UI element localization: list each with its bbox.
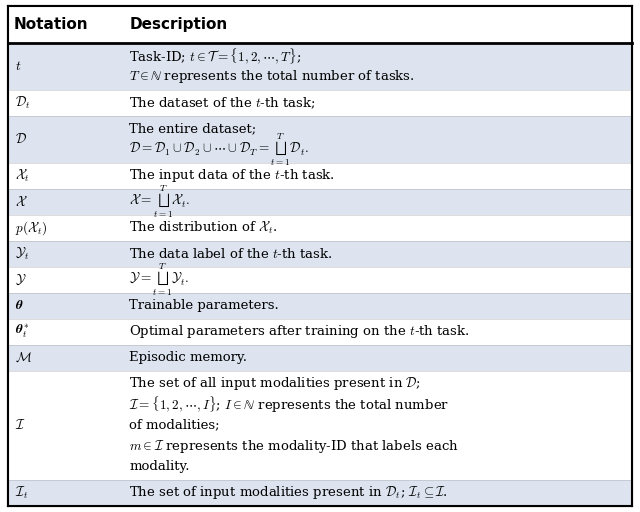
Text: $\mathcal{I}_t$: $\mathcal{I}_t$ xyxy=(15,485,29,501)
Bar xyxy=(8,371,632,480)
Text: $\mathcal{Y}$: $\mathcal{Y}$ xyxy=(15,272,27,287)
Text: $m \in \mathcal{I}$ represents the modality-ID that labels each: $m \in \mathcal{I}$ represents the modal… xyxy=(129,438,459,455)
Bar xyxy=(8,90,632,116)
Bar xyxy=(8,480,632,506)
Text: $\mathcal{X} = \bigsqcup_{t=1}^{T} \mathcal{X}_t.$: $\mathcal{X} = \bigsqcup_{t=1}^{T} \math… xyxy=(129,183,191,220)
Bar xyxy=(8,241,632,267)
Text: $T \in \mathbb{N}$ represents the total number of tasks.: $T \in \mathbb{N}$ represents the total … xyxy=(129,68,415,86)
Bar xyxy=(8,116,632,163)
Text: The data label of the $t$-th task.: The data label of the $t$-th task. xyxy=(129,247,333,261)
Text: The set of input modalities present in $\mathcal{D}_t$; $\mathcal{I}_t \subseteq: The set of input modalities present in $… xyxy=(129,484,448,501)
Text: Optimal parameters after training on the $t$-th task.: Optimal parameters after training on the… xyxy=(129,323,470,340)
Bar xyxy=(8,188,632,215)
Text: $p(\mathcal{X}_t)$: $p(\mathcal{X}_t)$ xyxy=(15,219,47,237)
Text: modality.: modality. xyxy=(129,460,190,474)
Bar xyxy=(8,267,632,293)
Text: The input data of the $t$-th task.: The input data of the $t$-th task. xyxy=(129,167,335,184)
Text: $\mathcal{Y} = \bigsqcup_{t=1}^{T} \mathcal{Y}_t.$: $\mathcal{Y} = \bigsqcup_{t=1}^{T} \math… xyxy=(129,261,189,298)
Text: $\mathcal{I}$: $\mathcal{I}$ xyxy=(15,418,26,432)
Text: $\mathcal{X}_t$: $\mathcal{X}_t$ xyxy=(15,167,31,184)
Text: $\boldsymbol{\theta}_t^*$: $\boldsymbol{\theta}_t^*$ xyxy=(15,323,30,340)
Bar xyxy=(8,215,632,241)
Text: The entire dataset;: The entire dataset; xyxy=(129,122,257,135)
Text: $\mathcal{D}_t$: $\mathcal{D}_t$ xyxy=(15,95,31,111)
Text: $\mathcal{D} = \mathcal{D}_1 \cup \mathcal{D}_2 \cup \cdots \cup \mathcal{D}_T =: $\mathcal{D} = \mathcal{D}_1 \cup \mathc… xyxy=(129,132,309,168)
Text: $\mathcal{M}$: $\mathcal{M}$ xyxy=(15,351,32,365)
Bar xyxy=(8,318,632,345)
Text: The set of all input modalities present in $\mathcal{D}$;: The set of all input modalities present … xyxy=(129,375,421,392)
Text: Description: Description xyxy=(129,17,228,32)
Bar xyxy=(8,43,632,90)
Text: of modalities;: of modalities; xyxy=(129,419,220,432)
Text: The dataset of the $t$-th task;: The dataset of the $t$-th task; xyxy=(129,95,316,111)
Text: $\boldsymbol{\theta}$: $\boldsymbol{\theta}$ xyxy=(15,299,24,312)
Text: Notation: Notation xyxy=(14,17,89,32)
Text: $\mathcal{I} = \{1, 2, \cdots, I\}$; $I \in \mathbb{N}$ represents the total num: $\mathcal{I} = \{1, 2, \cdots, I\}$; $I … xyxy=(129,394,449,415)
Text: $\mathcal{X}$: $\mathcal{X}$ xyxy=(15,195,28,208)
Text: The distribution of $\mathcal{X}_t$.: The distribution of $\mathcal{X}_t$. xyxy=(129,220,278,236)
Bar xyxy=(8,293,632,318)
Text: Trainable parameters.: Trainable parameters. xyxy=(129,299,279,312)
Text: Task-ID; $t \in \mathcal{T} = \{1, 2, \cdots, T\}$;: Task-ID; $t \in \mathcal{T} = \{1, 2, \c… xyxy=(129,46,301,66)
Text: $t$: $t$ xyxy=(15,60,22,73)
Text: $\mathcal{D}$: $\mathcal{D}$ xyxy=(15,132,28,146)
Text: $\mathcal{Y}_t$: $\mathcal{Y}_t$ xyxy=(15,246,30,262)
Text: Episodic memory.: Episodic memory. xyxy=(129,351,247,364)
Bar xyxy=(8,163,632,188)
Bar xyxy=(8,6,632,43)
Bar xyxy=(8,345,632,371)
